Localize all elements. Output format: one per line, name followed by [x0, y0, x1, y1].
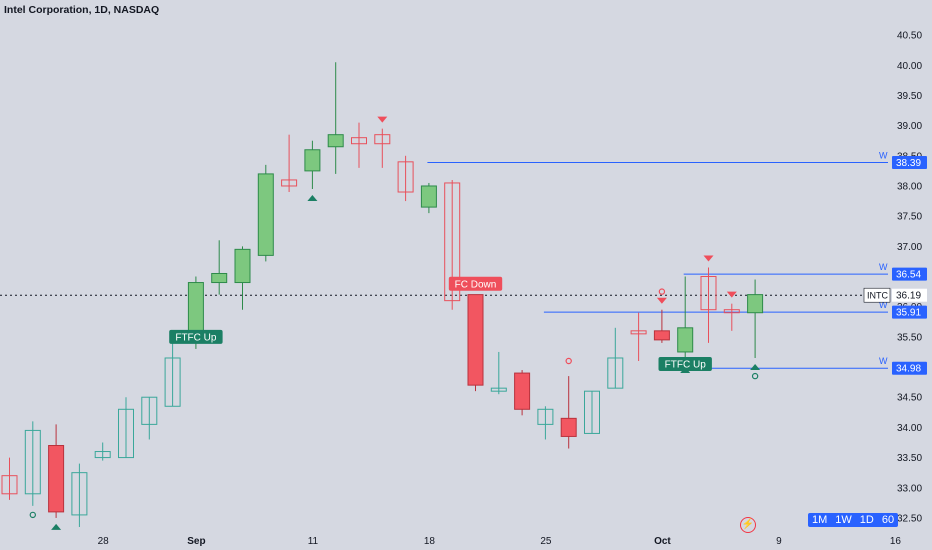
x-tick-label: 18: [424, 536, 436, 547]
y-tick-label: 35.50: [897, 332, 922, 343]
candle-body: [164, 357, 181, 407]
candle-body: [234, 248, 251, 284]
timeframe-60-button[interactable]: 60: [881, 514, 895, 526]
candle-body: [700, 276, 717, 311]
chart-title: Intel Corporation, 1D, NASDAQ: [4, 4, 160, 16]
candle-body: [374, 134, 391, 145]
level-price-label: 36.54: [896, 270, 921, 281]
level-price-badge: [892, 267, 927, 281]
signal-label-text: FTFC Up: [665, 360, 707, 371]
level-tag: W: [879, 300, 888, 310]
level-tag: W: [879, 262, 888, 272]
candle-body: [141, 396, 158, 425]
y-tick-label: 38.00: [897, 181, 922, 192]
candle-body: [211, 272, 228, 284]
level-price-label: 38.39: [896, 158, 921, 169]
candle-body: [747, 294, 764, 314]
candle-body: [281, 179, 298, 187]
candle-body: [94, 451, 111, 459]
candle-body: [420, 185, 437, 208]
y-tick-label: 37.00: [897, 242, 922, 253]
level-price-badge: [892, 305, 927, 319]
candle-body: [24, 429, 41, 495]
y-tick-label: 39.00: [897, 121, 922, 132]
y-tick-label: 34.50: [897, 393, 922, 404]
candle-body: [304, 149, 321, 172]
x-tick-label: Oct: [654, 536, 671, 547]
candle-body: [630, 330, 647, 335]
signal-label-text: FC Down: [455, 279, 497, 290]
level-price-badge: [892, 155, 927, 169]
x-tick-label: 25: [540, 536, 552, 547]
circle-marker: [29, 511, 36, 519]
y-tick-label: 33.00: [897, 483, 922, 494]
circle-marker: [658, 288, 666, 295]
candle-body: [444, 182, 461, 302]
candle-body: [607, 357, 624, 389]
y-tick-label: 32.50: [897, 513, 922, 524]
y-tick-label: 34.00: [897, 423, 922, 434]
circle-marker: [565, 357, 572, 365]
candle-body: [327, 134, 344, 148]
level-price-badge: [892, 361, 927, 375]
candle-body: [584, 390, 600, 434]
level-tag: W: [879, 356, 888, 366]
candle-body: [653, 330, 670, 341]
candle-body: [467, 294, 484, 386]
up-arrow-marker: [51, 523, 62, 530]
down-arrow-marker: [726, 291, 737, 298]
x-tick-label: 9: [776, 536, 782, 547]
symbol-label: INTC: [867, 291, 888, 301]
candle-body: [490, 387, 507, 392]
candle-body: [1, 475, 18, 495]
level-price-label: 35.91: [896, 308, 921, 319]
x-tick-label: Sep: [187, 536, 205, 547]
timeframe-1d-button[interactable]: 1D: [859, 514, 874, 526]
symbol-badge: [863, 287, 891, 303]
candle-body: [514, 372, 531, 410]
y-tick-label: 33.50: [897, 453, 922, 464]
y-tick-label: 37.50: [897, 212, 922, 223]
x-tick-label: 11: [308, 536, 319, 547]
candle-body: [118, 408, 134, 459]
last-price-label: 36.19: [896, 291, 921, 302]
candle-body: [48, 445, 65, 513]
level-price-label: 34.98: [896, 364, 921, 375]
y-tick-label: 40.00: [897, 61, 922, 72]
candle-body: [257, 173, 274, 256]
candle-body: [71, 472, 88, 516]
candle-body: [560, 417, 577, 437]
signal-label-text: FTFC Up: [175, 332, 217, 343]
lightning-icon[interactable]: ⚡: [740, 517, 756, 533]
y-tick-label: 40.50: [897, 31, 922, 42]
x-tick-label: 28: [98, 536, 110, 547]
candle-body: [677, 327, 694, 353]
candle-body: [537, 408, 554, 425]
timeframe-bar: 1M 1W 1D 60: [808, 513, 899, 527]
signal-label-box: [169, 329, 223, 344]
timeframe-1w-button[interactable]: 1W: [835, 514, 852, 526]
signal-label-box: [448, 276, 503, 291]
y-tick-label: 39.50: [897, 91, 922, 102]
signal-label-box: [658, 357, 712, 372]
up-arrow-marker: [750, 363, 761, 370]
down-arrow-marker: [703, 255, 714, 262]
x-tick-label: 16: [890, 536, 902, 547]
up-arrow-marker: [307, 194, 318, 201]
circle-marker: [751, 372, 759, 380]
candle-body: [351, 137, 367, 145]
down-arrow-marker: [656, 297, 667, 304]
candle-body: [723, 309, 740, 314]
last-price-badge: [892, 288, 927, 302]
down-arrow-marker: [377, 116, 388, 123]
level-tag: W: [879, 150, 888, 160]
timeframe-1m-button[interactable]: 1M: [812, 514, 828, 526]
candle-body: [187, 282, 204, 338]
candle-body: [397, 161, 414, 193]
